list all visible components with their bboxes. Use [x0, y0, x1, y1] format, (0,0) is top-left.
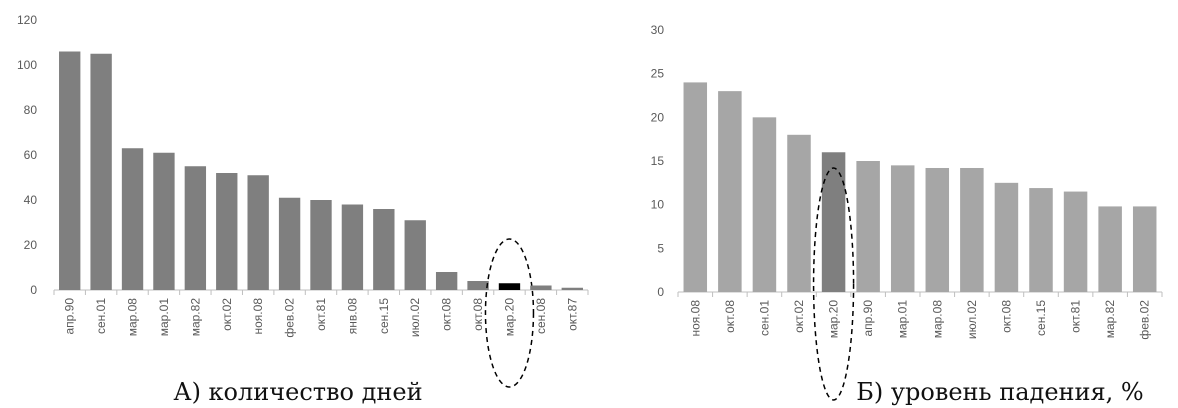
y-tick-label: 15	[651, 154, 665, 168]
y-tick-label: 60	[24, 148, 38, 162]
x-tick-label: окт.87	[565, 298, 579, 331]
y-tick-label: 120	[17, 13, 37, 27]
highlight-ellipse	[812, 167, 855, 401]
bar	[683, 82, 708, 293]
x-tick-label: окт.08	[471, 298, 485, 331]
x-tick-label: окт.08	[999, 300, 1013, 333]
x-tick-label: июл.02	[965, 300, 979, 339]
y-tick-label: 0	[657, 285, 664, 299]
x-tick-label: мар.82	[188, 298, 202, 337]
x-tick-label: окт.81	[314, 298, 328, 331]
bar	[467, 281, 489, 290]
y-tick-label: 0	[30, 283, 37, 297]
caption-drop-level: Б) уровень падения, %	[856, 378, 1143, 406]
bar	[121, 148, 144, 290]
bar	[718, 91, 742, 292]
y-tick-label: 10	[651, 198, 665, 212]
x-tick-label: сен.15	[1034, 300, 1048, 336]
bar	[278, 197, 301, 290]
bar	[1029, 188, 1053, 292]
x-tick-label: сен.15	[377, 298, 391, 334]
x-tick-label: мар.08	[930, 300, 944, 339]
x-tick-label: окт.02	[220, 298, 234, 331]
bar	[184, 166, 207, 290]
x-tick-label: ноя.08	[251, 298, 265, 335]
x-tick-label: июл.02	[408, 298, 422, 337]
x-tick-label: окт.08	[440, 298, 454, 331]
x-tick-label: мар.82	[1103, 300, 1117, 339]
y-tick-label: 40	[24, 193, 38, 207]
x-tick-label: окт.08	[723, 300, 737, 333]
bar-highlighted	[498, 283, 521, 290]
bar	[890, 165, 915, 292]
x-tick-label: мар.20	[827, 300, 841, 339]
bar-highlighted	[821, 152, 846, 292]
x-tick-label: апр.90	[861, 300, 875, 337]
bar	[561, 287, 583, 290]
x-tick-label: сен.01	[94, 298, 108, 334]
bar	[435, 272, 458, 290]
x-tick-label: янв.08	[345, 298, 359, 335]
bar	[90, 53, 112, 290]
bar	[925, 167, 950, 292]
chart-drop-level: 0 5 10 15 20 25 30 ноя.08 окт.08 сен.01 окт.02 мар.…	[651, 23, 1163, 401]
x-tick-label: сен.08	[534, 298, 548, 334]
bar	[1098, 206, 1122, 292]
x-tick-label: фев.02	[1138, 300, 1152, 340]
bar	[960, 167, 984, 292]
y-tick-label: 25	[651, 67, 665, 81]
x-tick-label: фев.02	[283, 298, 297, 338]
y-tick-label: 30	[651, 23, 665, 37]
bar	[1063, 191, 1088, 292]
x-tick-label: окт.81	[1069, 300, 1083, 333]
bar	[752, 117, 777, 292]
x-tick-label: ноя.08	[688, 300, 702, 337]
bar	[59, 51, 81, 290]
y-tick-label: 100	[17, 58, 37, 72]
bar	[530, 285, 552, 290]
bar	[153, 152, 175, 290]
bar	[341, 204, 364, 290]
bar	[994, 182, 1019, 292]
bar	[310, 200, 332, 290]
x-tick-label: мар.20	[502, 298, 516, 337]
chart-days: 0 20 40 60 80 100 120 апр.90 сен.01 мар.08 мар.01 м…	[17, 13, 589, 388]
y-tick-label: 80	[24, 103, 38, 117]
y-tick-label: 20	[24, 238, 38, 252]
bar	[856, 161, 880, 292]
bar	[1132, 206, 1157, 292]
bar	[216, 173, 238, 290]
x-tick-label: окт.02	[792, 300, 806, 333]
x-tick-label: мар.08	[126, 298, 140, 337]
y-tick-label: 20	[651, 110, 665, 124]
bar	[373, 209, 395, 290]
bar	[787, 134, 811, 292]
bar	[247, 175, 269, 290]
y-tick-label: 5	[657, 241, 664, 255]
x-tick-label: мар.01	[896, 300, 910, 339]
bar	[404, 220, 426, 290]
x-tick-label: сен.01	[757, 300, 771, 336]
x-tick-label: мар.01	[157, 298, 171, 337]
highlight-ellipse	[484, 238, 535, 388]
x-tick-label: апр.90	[63, 298, 77, 335]
caption-days: А) количество дней	[173, 378, 422, 406]
